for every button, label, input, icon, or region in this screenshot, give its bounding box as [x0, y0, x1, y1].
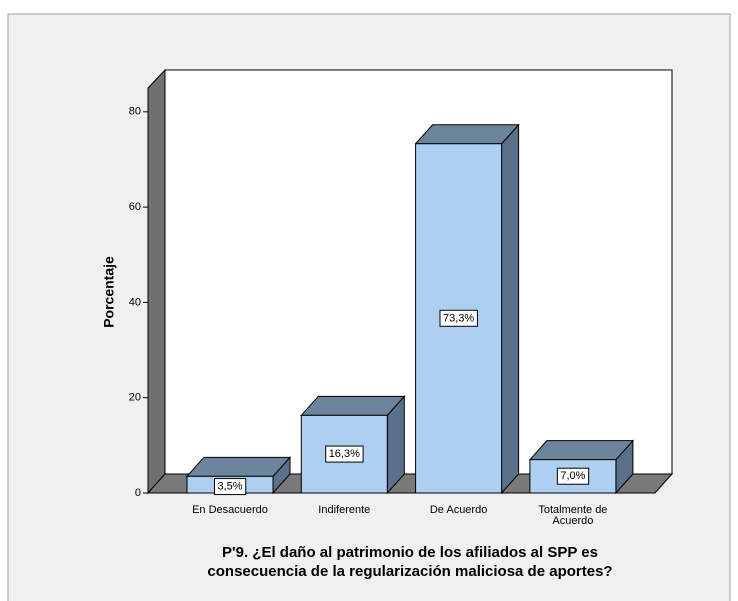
bar-top — [528, 440, 635, 461]
y-tick-label: 80 — [129, 106, 141, 118]
left-wall — [147, 68, 166, 495]
value-label-box — [439, 309, 478, 327]
value-label: 7,0% — [560, 470, 585, 482]
value-label: 73,3% — [443, 312, 474, 324]
chart-title: P'9. ¿El daño al patrimonio de los afili… — [222, 544, 598, 561]
y-tick-label: 0 — [135, 487, 141, 499]
x-tick-label: En Desacuerdo — [192, 504, 268, 516]
chart-title: consecuencia de la regularización malici… — [207, 563, 612, 580]
bar-top — [185, 456, 292, 477]
y-axis-label: Porcentaje — [101, 256, 117, 328]
bar-top — [414, 124, 520, 145]
bar-top — [300, 395, 406, 416]
value-label: 3,5% — [217, 481, 242, 493]
value-label-box — [325, 445, 364, 463]
bar-side — [501, 123, 520, 495]
value-label: 16,3% — [329, 448, 360, 460]
x-tick-label: De Acuerdo — [429, 504, 488, 516]
x-tick-label: Totalmente de Acuerdo — [538, 504, 608, 527]
x-tick-label: Indiferente — [318, 504, 371, 516]
y-tick-label: 60 — [129, 201, 141, 213]
value-label-box — [556, 467, 590, 485]
value-label-box — [213, 478, 247, 496]
y-tick-label: 40 — [129, 296, 141, 308]
y-tick-label: 20 — [129, 392, 141, 404]
